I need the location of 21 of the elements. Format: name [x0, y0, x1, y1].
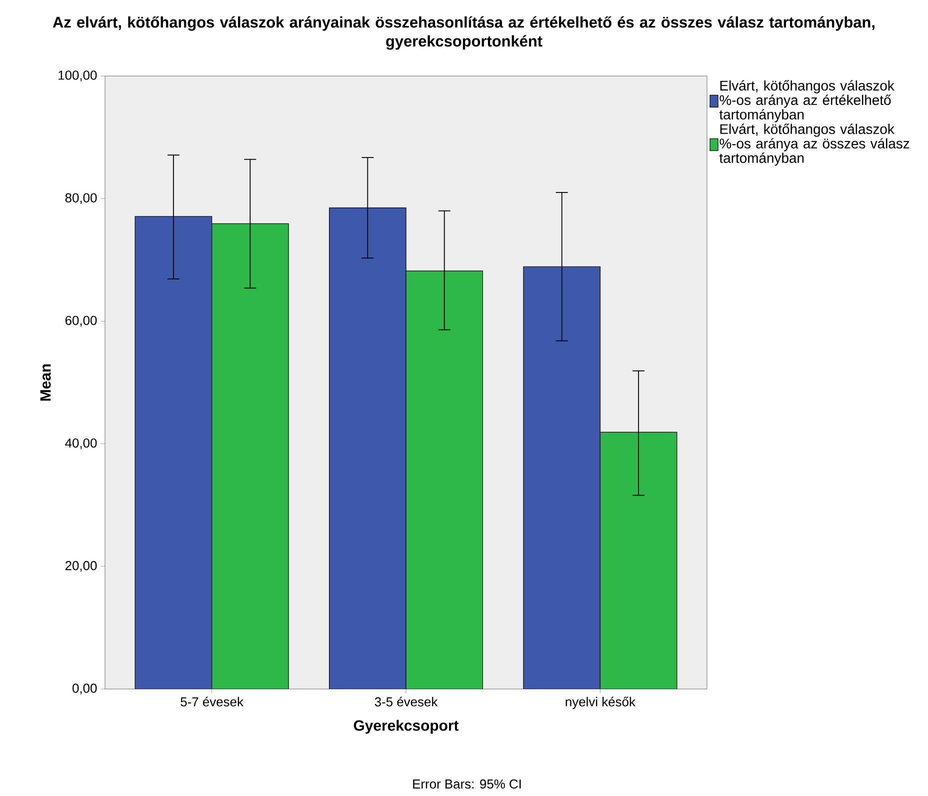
bar	[135, 216, 212, 689]
x-tick-label: nyelvi késők	[566, 696, 636, 709]
bar	[406, 270, 484, 689]
y-tick-label: 40,00	[65, 438, 97, 450]
bar	[523, 266, 600, 689]
x-tick-label: 3-5 évesek	[374, 696, 438, 706]
legend-label: Elvárt, kötőhangos válaszok %-os aránya az értékelhető tartományban	[719, 80, 894, 122]
bar	[212, 224, 289, 689]
bar	[328, 207, 406, 689]
legend-label: Elvárt, kötőhangos válaszok %-os aránya az összes válasz tartományban	[719, 124, 910, 166]
text: Error Bars: 95% CI	[413, 779, 521, 789]
chart-title: Az elvárt, kötőhangos válaszok arányainak összehasonlítása az értékelhető és az összes válasz tartományban, gyerekcsoportonként	[52, 16, 874, 50]
y-tick-label: 0,00	[72, 684, 97, 694]
y-tick-label: 80,00	[65, 193, 97, 204]
x-tick-label: 5-7 évesek	[180, 696, 244, 706]
x-axis-title: Gyerekcsoport	[354, 720, 459, 734]
y-tick-label: 60,00	[65, 316, 97, 327]
y-tick-label: 100,00	[58, 70, 97, 82]
y-axis-title: Mean	[40, 364, 51, 401]
bar	[600, 432, 678, 689]
y-tick-label: 20,00	[65, 561, 97, 572]
